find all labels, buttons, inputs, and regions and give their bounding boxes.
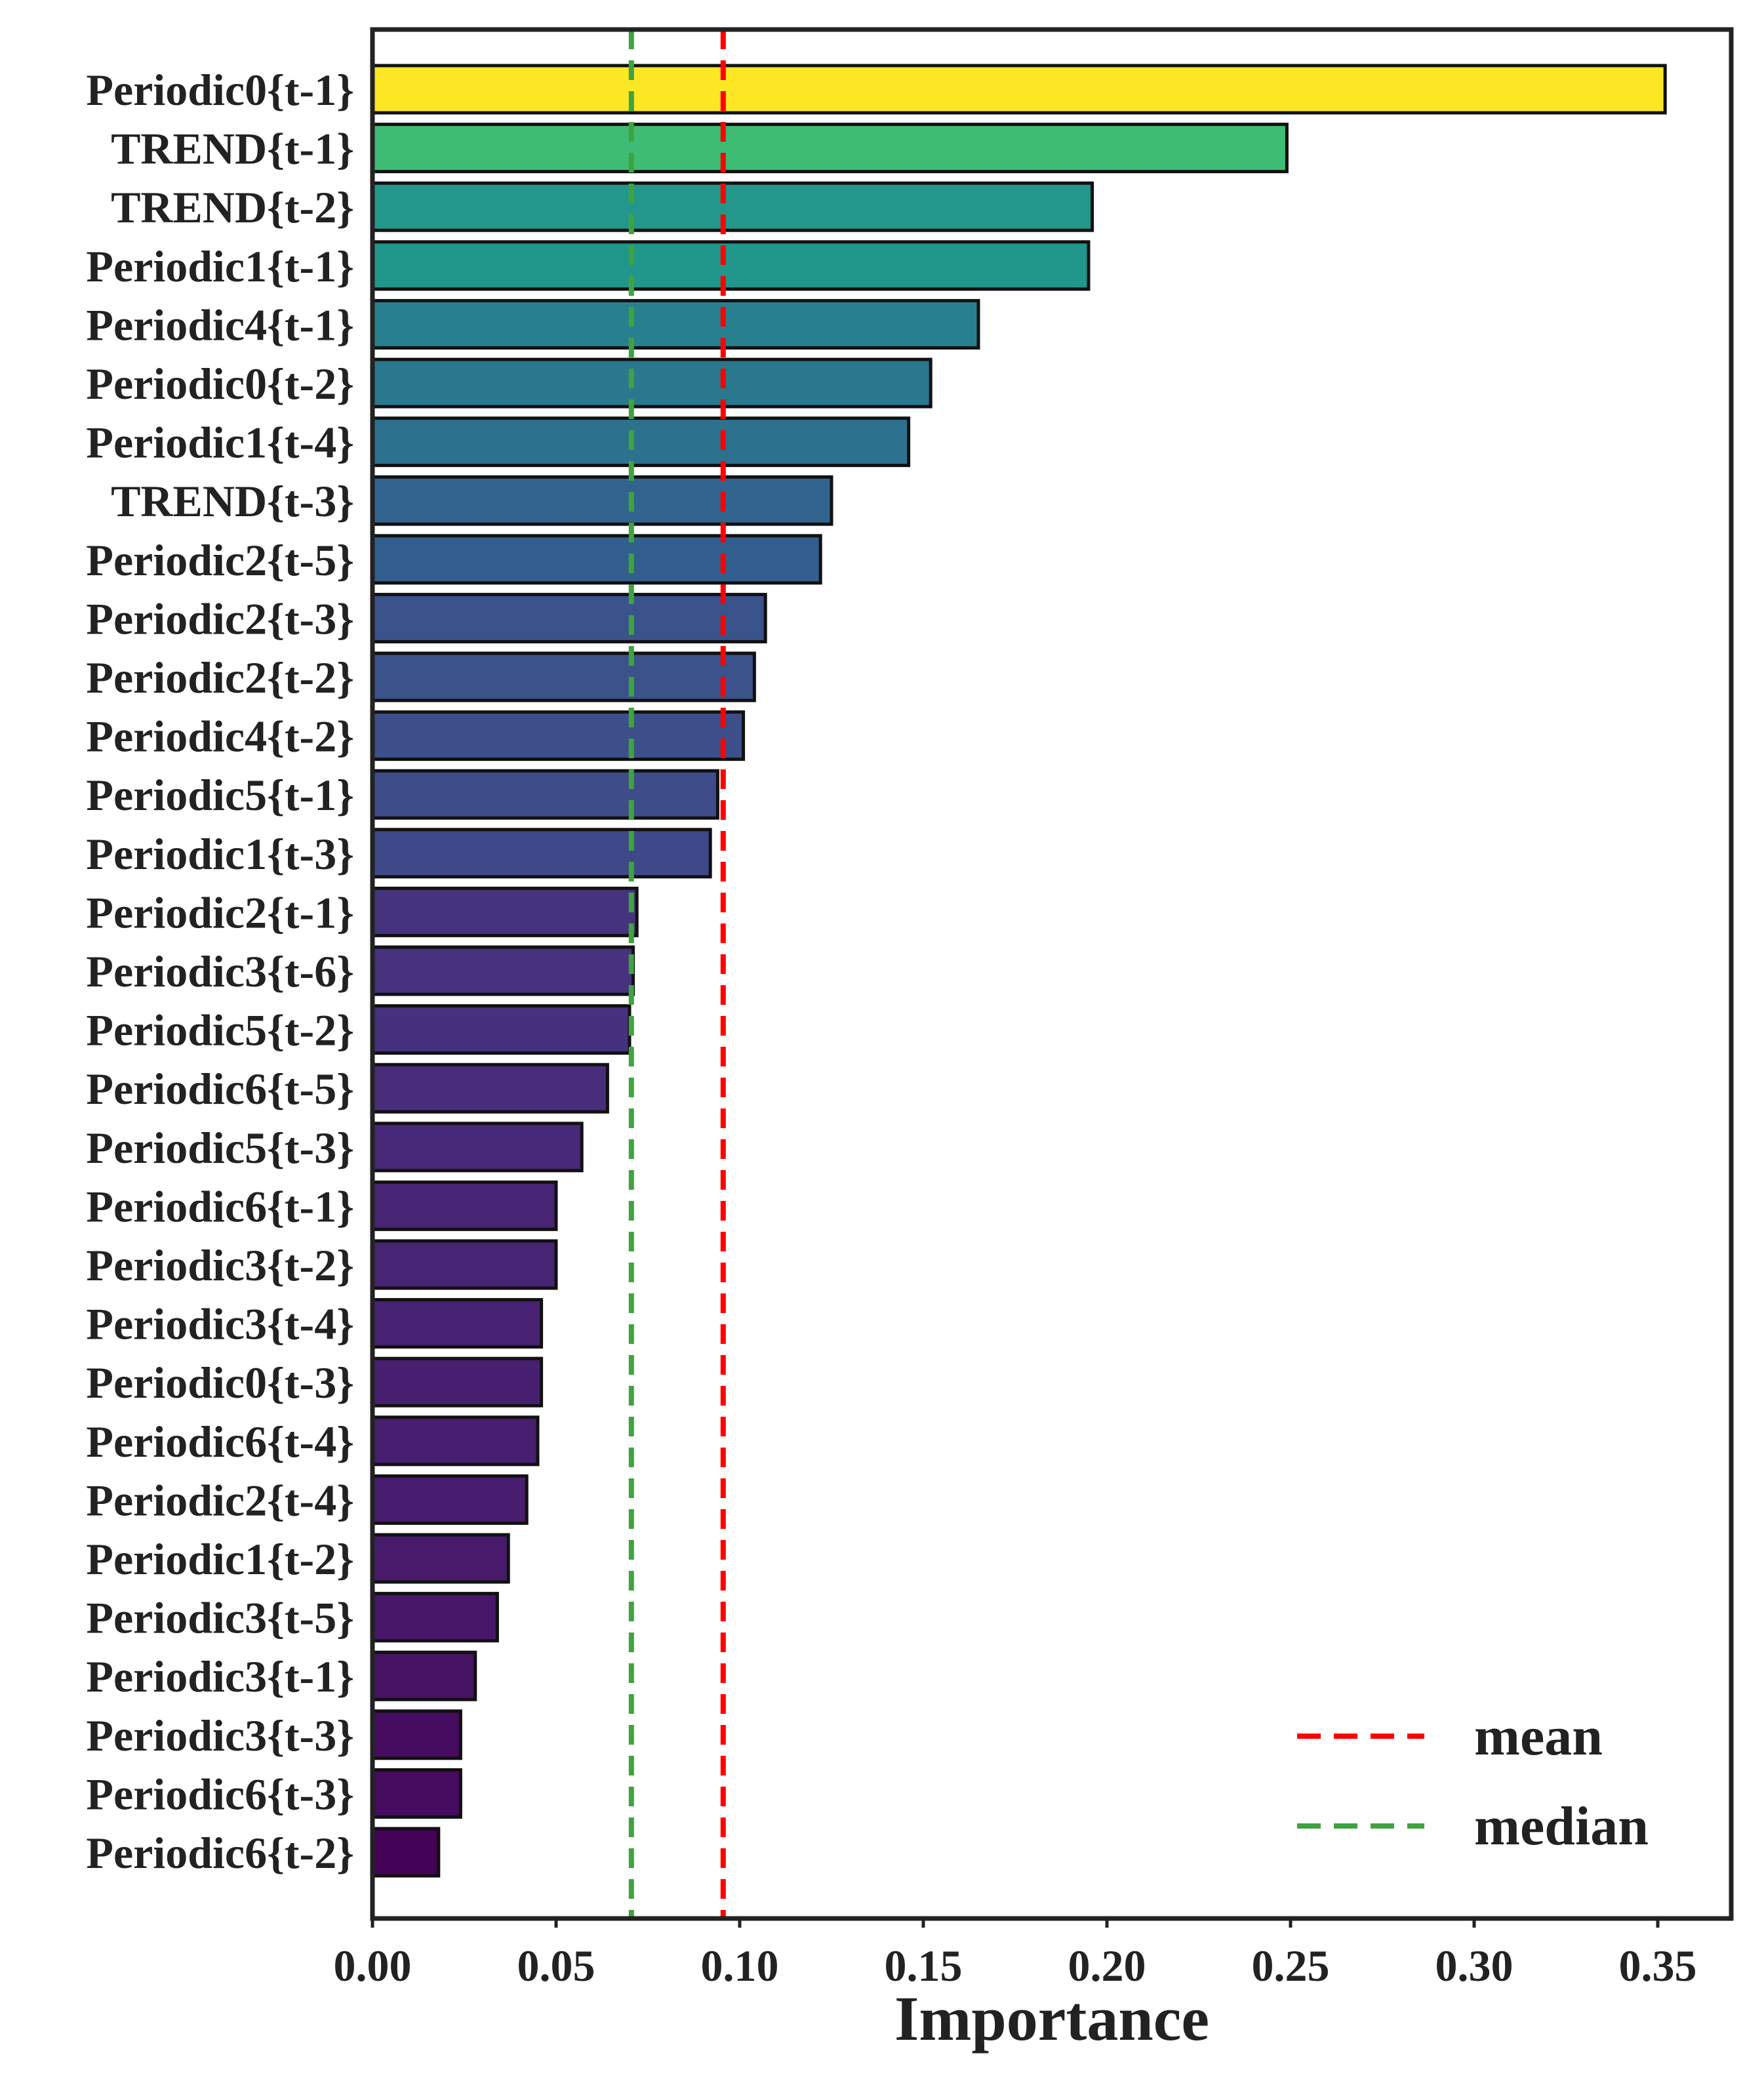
x-tick-label: 0.30 [1435, 1941, 1513, 1991]
x-tick-label: 0.15 [885, 1941, 963, 1991]
plot-frame [370, 27, 1734, 1921]
y-tick-label: Periodic3{t-6} [86, 946, 354, 996]
legend-median-label: median [1474, 1796, 1649, 1857]
y-tick-labels: Periodic0{t-1} TREND{t-1} TREND{t-2} Period… [86, 65, 354, 1878]
legend-mean-label: mean [1474, 1706, 1603, 1767]
bar [371, 710, 746, 761]
y-tick-label: TREND{t-2} [111, 182, 354, 232]
bar [371, 1474, 529, 1525]
bar [371, 1122, 584, 1173]
y-tick-label: Periodic1{t-3} [86, 829, 354, 879]
x-tick-label: 0.00 [334, 1941, 412, 1991]
y-tick-label: Periodic6{t-4} [86, 1417, 354, 1467]
x-tick-label: 0.05 [517, 1941, 595, 1991]
y-tick-label: Periodic4{t-1} [86, 300, 354, 350]
y-tick-label: Periodic3{t-4} [86, 1299, 354, 1349]
x-tick-label: 0.20 [1068, 1941, 1146, 1991]
y-tick-label: Periodic2{t-2} [86, 653, 354, 702]
bar [371, 1239, 558, 1290]
bar [371, 886, 639, 937]
y-tick-label: Periodic0{t-2} [86, 359, 354, 409]
y-tick-label: Periodic1{t-4} [86, 418, 354, 468]
y-tick-label: Periodic6{t-1} [86, 1181, 354, 1231]
bar [371, 1650, 477, 1701]
bars-layer [371, 64, 1667, 1878]
y-tick-label: Periodic4{t-2} [86, 712, 354, 761]
legend: mean median [1297, 1706, 1649, 1857]
bar [371, 1709, 462, 1760]
bar [371, 1356, 544, 1408]
bar [371, 357, 932, 409]
x-ticks: 0.00 0.05 0.10 0.15 0.20 0.25 0.30 0.35 [334, 1918, 1697, 1991]
bar [371, 240, 1091, 291]
x-axis-label: Importance [894, 1983, 1209, 2054]
y-tick-label: Periodic2{t-3} [86, 594, 354, 643]
y-tick-label: Periodic1{t-1} [86, 241, 354, 291]
y-tick-label: TREND{t-1} [111, 124, 354, 174]
x-tick-label: 0.35 [1619, 1941, 1697, 1991]
y-tick-label: Periodic5{t-1} [86, 770, 354, 820]
y-tick-label: Periodic0{t-3} [86, 1358, 354, 1408]
bar [371, 651, 756, 702]
y-tick-label: Periodic2{t-5} [86, 535, 354, 585]
y-tick-label: Periodic5{t-2} [86, 1005, 354, 1055]
bar [371, 64, 1667, 115]
bar [371, 416, 911, 468]
y-tick-label: Periodic5{t-3} [86, 1123, 354, 1173]
reference-lines-layer [628, 30, 726, 1918]
y-tick-label: Periodic3{t-5} [86, 1593, 354, 1643]
y-tick-label: Periodic2{t-1} [86, 887, 354, 937]
bar [371, 1004, 631, 1055]
y-tick-label: Periodic6{t-5} [86, 1064, 354, 1114]
bar [371, 828, 712, 879]
bar [371, 1415, 540, 1467]
bar [371, 475, 833, 526]
x-tick-label: 0.10 [701, 1941, 779, 1991]
bar [371, 1298, 544, 1349]
bar [371, 592, 767, 643]
y-tick-label: Periodic0{t-1} [86, 65, 354, 115]
bar [371, 1533, 510, 1584]
y-tick-label: Periodic2{t-4} [86, 1475, 354, 1525]
y-tick-label: Periodic3{t-1} [86, 1652, 354, 1701]
bar [371, 298, 980, 350]
bar [371, 181, 1094, 232]
y-tick-label: Periodic6{t-2} [86, 1828, 354, 1878]
y-tick-label: Periodic6{t-3} [86, 1769, 354, 1819]
y-tick-label: Periodic3{t-3} [86, 1711, 354, 1760]
y-tick-label: TREND{t-3} [111, 476, 354, 526]
bar [371, 1063, 609, 1114]
bar [371, 123, 1289, 174]
bar [371, 769, 719, 820]
x-tick-label: 0.25 [1252, 1941, 1330, 1991]
bar [371, 1827, 441, 1878]
bar [371, 1180, 558, 1231]
bar [371, 945, 635, 996]
bar [371, 534, 822, 585]
y-tick-label: Periodic3{t-2} [86, 1240, 354, 1290]
bar [371, 1592, 499, 1643]
y-tick-label: Periodic1{t-2} [86, 1534, 354, 1584]
bar [371, 1768, 462, 1819]
